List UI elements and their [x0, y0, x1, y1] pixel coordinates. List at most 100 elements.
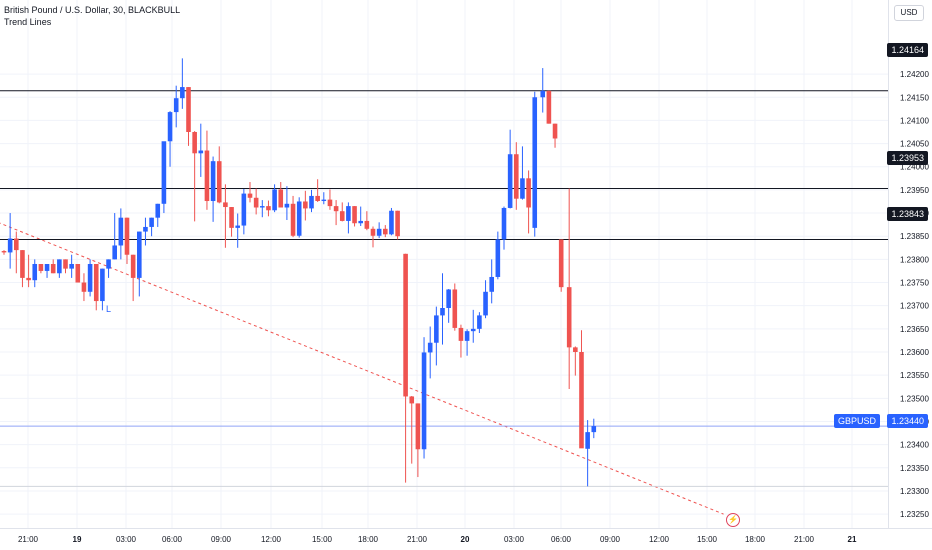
candle-body	[284, 203, 290, 208]
candle-body	[272, 189, 277, 211]
candle-body	[167, 112, 173, 142]
x-tick-label: 12:00	[261, 535, 282, 544]
x-tick-label: 06:00	[551, 535, 572, 544]
candle-body	[186, 87, 191, 132]
y-tick-label: 1.24150	[900, 93, 929, 102]
candle-body	[421, 352, 427, 450]
candle-body	[495, 239, 501, 277]
candle-body	[69, 264, 74, 269]
indicator-label[interactable]: Trend Lines	[4, 17, 52, 27]
last-price-symbol-tag: GBPUSD	[833, 414, 880, 428]
candle-body	[446, 289, 451, 308]
lightning-icon[interactable]: ⚡	[726, 513, 740, 527]
candle-body	[260, 206, 265, 208]
candle-body	[477, 315, 482, 329]
y-tick-label: 1.23400	[900, 441, 929, 450]
candle-body	[358, 220, 363, 224]
candle-body	[204, 150, 210, 202]
candle-body	[470, 328, 476, 332]
candle-body	[364, 220, 370, 229]
candle-body	[278, 189, 284, 208]
x-tick-label: 19	[73, 535, 82, 544]
x-tick-label: 03:00	[116, 535, 137, 544]
y-tick-label: 1.24100	[900, 116, 929, 125]
candle-body	[180, 87, 185, 99]
candle-body	[520, 178, 525, 199]
candle-body	[229, 207, 234, 228]
candle-body	[81, 282, 87, 292]
horizontal-levels-layer	[0, 90, 888, 487]
candle-body	[452, 289, 458, 328]
candle-body	[352, 206, 357, 224]
x-tick-label: 21:00	[18, 535, 39, 544]
candle-body	[216, 161, 222, 203]
x-tick-label: 20	[461, 535, 470, 544]
candle-body	[118, 217, 124, 246]
level-2-price-tag: 1.23953	[887, 151, 928, 165]
candle-body	[513, 154, 519, 199]
y-tick-label: 1.23700	[900, 302, 929, 311]
candle-body	[106, 259, 111, 269]
candle-body	[14, 238, 19, 251]
y-tick-label: 1.23600	[900, 348, 929, 357]
candle-body	[315, 195, 320, 202]
currency-button[interactable]: USD	[894, 5, 924, 21]
candle-body	[20, 250, 25, 278]
candle-body	[87, 264, 93, 292]
y-tick-label: 1.23250	[900, 510, 929, 519]
time-axis: 21:00 19 03:00 06:00 09:00 12:00 15:00 18:00 21:…	[0, 528, 932, 550]
y-tick-label: 1.23950	[900, 186, 929, 195]
candle-body	[501, 207, 507, 240]
candle-body	[247, 193, 253, 198]
candle-body	[339, 211, 345, 221]
candle-body	[124, 217, 130, 255]
candle-body	[566, 287, 572, 348]
x-tick-label: 18:00	[358, 535, 379, 544]
x-tick-label: 18:00	[745, 535, 766, 544]
level-3-price-tag: 1.23843	[887, 207, 928, 221]
candle-body	[143, 226, 148, 232]
y-tick-label: 1.24050	[900, 140, 929, 149]
candle-body	[333, 206, 339, 212]
candle-body	[57, 259, 62, 274]
candle-body	[458, 327, 464, 341]
x-tick-label: 09:00	[600, 535, 621, 544]
candle-body	[149, 217, 154, 227]
y-tick-label: 1.23500	[900, 394, 929, 403]
candle-body	[327, 199, 333, 207]
x-tick-label: 06:00	[162, 535, 183, 544]
candle-body	[532, 97, 538, 228]
level-1-price-tag: 1.24164	[887, 43, 928, 57]
candle-body	[253, 197, 259, 208]
candle-body	[321, 199, 327, 202]
candle-body	[540, 90, 546, 98]
x-tick-label: 21:00	[794, 535, 815, 544]
candle-body	[552, 123, 558, 139]
candle-body	[130, 254, 136, 278]
x-tick-label: 03:00	[504, 535, 525, 544]
candle-body	[155, 203, 161, 218]
candle-body	[585, 432, 590, 449]
candle-body	[173, 98, 179, 113]
candle-body	[161, 141, 167, 204]
candle-body	[112, 245, 117, 260]
candle-body	[440, 308, 445, 316]
candle-body	[63, 259, 68, 269]
y-tick-label: 1.24200	[900, 70, 929, 79]
candle-body	[235, 225, 240, 228]
candle-body	[198, 150, 204, 154]
candle-body	[223, 202, 228, 208]
trend-line-layer	[0, 222, 724, 515]
candle-body	[489, 276, 494, 292]
x-tick-label: 21:00	[407, 535, 428, 544]
y-tick-label: 1.23350	[900, 464, 929, 473]
x-tick-label: 12:00	[649, 535, 670, 544]
chart-header: British Pound / U.S. Dollar, 30, BLACKBU…	[4, 4, 180, 28]
candle-body	[483, 291, 488, 316]
x-tick-label: 15:00	[697, 535, 718, 544]
candle-body	[558, 239, 564, 288]
y-tick-label: 1.23550	[900, 371, 929, 380]
candle-body	[192, 132, 197, 154]
candle-body	[464, 331, 470, 341]
